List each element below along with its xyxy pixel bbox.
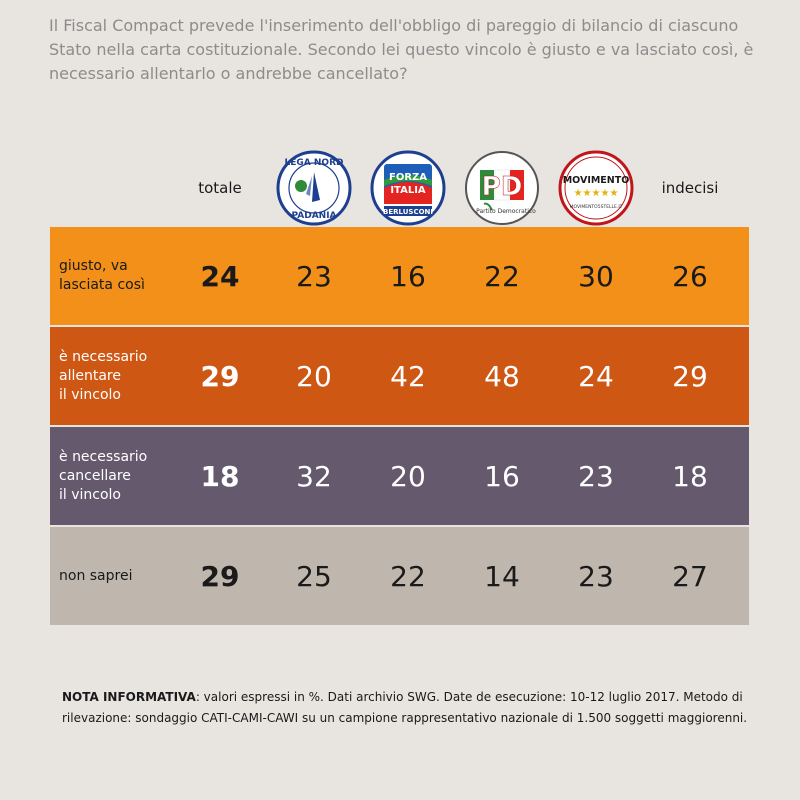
row-label-line: allentare	[59, 367, 121, 384]
value-cell-indecisi: 29	[672, 359, 708, 393]
svg-text:BERLUSCONI: BERLUSCONI	[383, 208, 433, 216]
table-row: giusto, va lasciata così 24 23 16 22 30 26	[50, 227, 749, 325]
value-cell-indecisi: 26	[672, 259, 708, 293]
svg-text:LEGA NORD: LEGA NORD	[285, 158, 344, 168]
svg-text:Partito Democratico: Partito Democratico	[476, 208, 536, 215]
row-label: è necessario cancellare il vincolo	[59, 427, 179, 525]
column-header-m5s: MOVIMENTO ★★★★★ MOVIMENTO5STELLE.IT	[549, 150, 643, 225]
table-header: totale LEGA NORD PADANIA FORZA ITALIA BE…	[50, 150, 750, 225]
row-label-line: è necessario	[59, 448, 148, 465]
value-cell-lega: 25	[296, 559, 332, 593]
info-note-title: NOTA INFORMATIVA	[62, 690, 196, 704]
table-row: non saprei 29 25 22 14 23 27	[50, 527, 749, 625]
value-cell-forza: 16	[390, 259, 426, 293]
value-cell-m5s: 30	[578, 259, 614, 293]
value-cell-m5s: 24	[578, 359, 614, 393]
forza-italia-logo: FORZA ITALIA BERLUSCONI	[370, 150, 446, 225]
value-cell-forza: 42	[390, 359, 426, 393]
row-label-line: non saprei	[59, 567, 133, 584]
svg-text:FORZA: FORZA	[389, 172, 427, 183]
value-cell-pd: 16	[484, 459, 520, 493]
column-header-indecisi: indecisi	[643, 150, 737, 225]
value-cell-lega: 23	[296, 259, 332, 293]
lega-nord-logo: LEGA NORD PADANIA	[276, 150, 352, 225]
value-cell-pd: 22	[484, 259, 520, 293]
column-header-totale: totale	[173, 150, 267, 225]
row-label-line: lasciata così	[59, 277, 145, 293]
column-header-pd: PD Partito Democratico	[455, 150, 549, 225]
question-text: Il Fiscal Compact prevede l'inserimento …	[49, 16, 754, 83]
value-cell-pd: 48	[484, 359, 520, 393]
svg-text:PADANIA: PADANIA	[291, 211, 336, 221]
value-cell-m5s: 23	[578, 459, 614, 493]
value-cell-totale: 24	[200, 259, 240, 293]
value-cell-m5s: 23	[578, 559, 614, 593]
row-label: giusto, va lasciata così	[59, 227, 179, 325]
value-cell-pd: 14	[484, 559, 520, 593]
svg-text:PD: PD	[482, 172, 523, 202]
row-label-line: è necessario	[59, 348, 148, 365]
info-note-text: : valori espressi in %. Dati archivio SW…	[62, 690, 748, 725]
row-label: non saprei	[59, 527, 179, 625]
pd-logo: PD Partito Democratico	[465, 150, 539, 225]
value-cell-totale: 29	[200, 359, 240, 393]
svg-text:★★★★★: ★★★★★	[574, 188, 619, 199]
value-cell-lega: 32	[296, 459, 332, 493]
table-row: è necessario cancellare il vincolo 18 32 20 16…	[50, 427, 749, 525]
info-note: NOTA INFORMATIVA: valori espressi in %. …	[62, 687, 762, 729]
value-cell-indecisi: 27	[672, 559, 708, 593]
svg-text:MOVIMENTO: MOVIMENTO	[563, 175, 630, 186]
value-cell-forza: 20	[390, 459, 426, 493]
column-header-lega: LEGA NORD PADANIA	[267, 150, 361, 225]
svg-text:ITALIA: ITALIA	[390, 185, 426, 196]
column-label-indecisi: indecisi	[661, 178, 719, 197]
svg-text:MOVIMENTO5STELLE.IT: MOVIMENTO5STELLE.IT	[570, 204, 623, 210]
row-label: è necessario allentare il vincolo	[59, 327, 179, 425]
value-cell-totale: 18	[200, 459, 240, 493]
column-label-totale: totale	[198, 178, 242, 197]
value-cell-indecisi: 18	[672, 459, 708, 493]
value-cell-forza: 22	[390, 559, 426, 593]
m5s-logo: MOVIMENTO ★★★★★ MOVIMENTO5STELLE.IT	[558, 150, 634, 225]
row-label-line: giusto, va	[59, 258, 128, 274]
column-header-forza: FORZA ITALIA BERLUSCONI	[361, 150, 455, 225]
row-label-line: il vincolo	[59, 386, 121, 403]
row-label-line: il vincolo	[59, 486, 121, 503]
row-label-line: cancellare	[59, 467, 131, 484]
table-row: è necessario allentare il vincolo 29 20 42 48 2…	[50, 327, 749, 425]
value-cell-totale: 29	[200, 559, 240, 593]
value-cell-lega: 20	[296, 359, 332, 393]
